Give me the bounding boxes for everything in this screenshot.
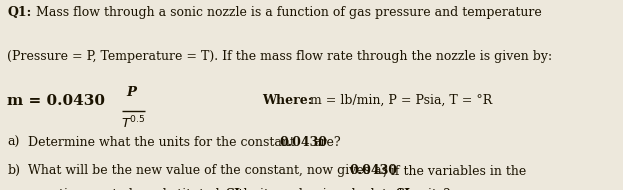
Text: a): a) <box>7 136 20 149</box>
Text: Q1:: Q1: <box>7 6 32 19</box>
Text: , if the variables in the: , if the variables in the <box>383 164 526 177</box>
Text: Where:: Where: <box>262 94 312 107</box>
Text: are?: are? <box>313 136 341 149</box>
Text: 0.0430: 0.0430 <box>279 136 327 149</box>
Text: m = 0.0430: m = 0.0430 <box>7 94 105 108</box>
Text: SI: SI <box>395 188 410 190</box>
Text: (Pressure = P, Temperature = T). If the mass flow rate through the nozzle is giv: (Pressure = P, Temperature = T). If the … <box>7 50 553 63</box>
Text: b): b) <box>7 164 21 177</box>
Text: Mass flow through a sonic nozzle is a function of gas pressure and temperature: Mass flow through a sonic nozzle is a fu… <box>36 6 542 19</box>
Text: 0.0430: 0.0430 <box>350 164 397 177</box>
Text: $\mathit{T}^{0.5}$: $\mathit{T}^{0.5}$ <box>121 115 146 131</box>
Text: m = lb/min, P = Psia, T = °R: m = lb/min, P = Psia, T = °R <box>310 94 492 107</box>
Text: units?: units? <box>413 188 451 190</box>
Text: What will be the new value of the constant, now gives as: What will be the new value of the consta… <box>28 164 392 177</box>
Text: Determine what the units for the constant: Determine what the units for the constan… <box>28 136 299 149</box>
Text: units and m is calculated in: units and m is calculated in <box>244 188 422 190</box>
Text: P: P <box>126 86 136 99</box>
Text: equation are to be substituted with: equation are to be substituted with <box>28 188 255 190</box>
Text: SI: SI <box>226 188 240 190</box>
